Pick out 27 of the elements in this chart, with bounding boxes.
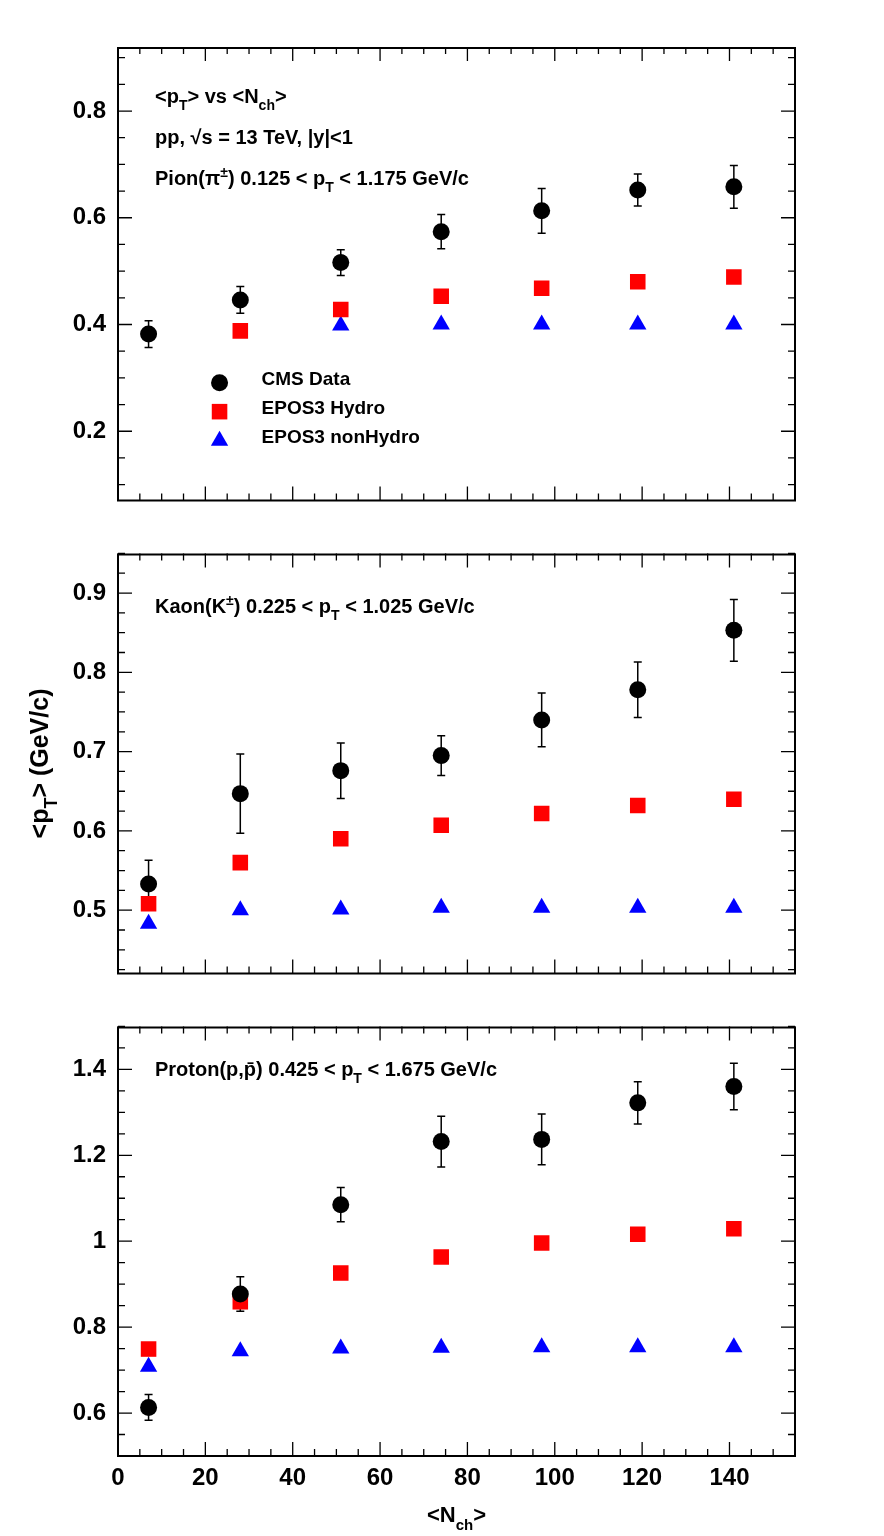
y-tick-label: 0.8 xyxy=(72,95,106,123)
y-tick-label: 0.8 xyxy=(72,1311,106,1339)
y-tick-label: 1 xyxy=(92,1225,106,1253)
y-tick-label: 0.5 xyxy=(72,894,106,922)
x-tick-label: 120 xyxy=(622,1463,663,1491)
y-axis-title: <pT> (GeV/c) xyxy=(25,688,61,839)
legend-label: EPOS3 nonHydro xyxy=(261,425,420,447)
x-tick-label: 140 xyxy=(709,1463,750,1491)
x-tick-label: 80 xyxy=(454,1463,481,1491)
y-tick-label: 1.2 xyxy=(72,1139,106,1167)
x-tick-label: 0 xyxy=(111,1463,125,1491)
y-tick-label: 0.6 xyxy=(72,202,106,230)
x-tick-label: 100 xyxy=(534,1463,575,1491)
y-tick-label: 1.4 xyxy=(72,1053,107,1081)
y-tick-label: 0.8 xyxy=(72,656,106,684)
legend-label: EPOS3 Hydro xyxy=(261,396,386,418)
y-tick-label: 0.9 xyxy=(72,577,106,605)
y-tick-label: 0.6 xyxy=(72,815,106,843)
x-tick-label: 40 xyxy=(279,1463,307,1491)
y-tick-label: 0.6 xyxy=(72,1397,106,1425)
y-tick-label: 0.7 xyxy=(72,736,106,764)
legend-label: CMS Data xyxy=(261,367,351,389)
x-tick-label: 60 xyxy=(366,1463,394,1491)
y-tick-label: 0.2 xyxy=(72,415,106,443)
y-tick-label: 0.4 xyxy=(72,309,107,337)
x-tick-label: 20 xyxy=(192,1463,219,1491)
annotation: pp, √s = 13 TeV, |y|<1 xyxy=(155,126,353,148)
